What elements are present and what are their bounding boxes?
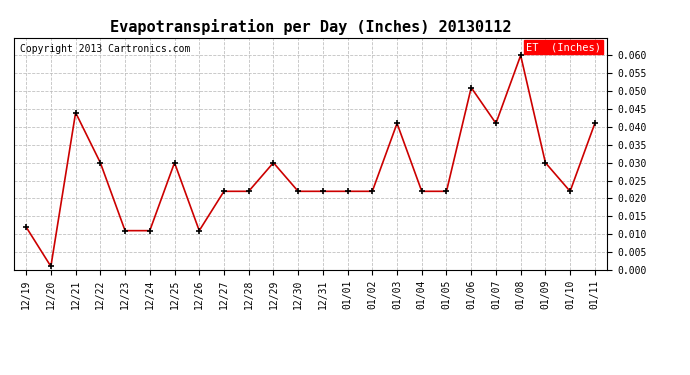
Text: Copyright 2013 Cartronics.com: Copyright 2013 Cartronics.com [20,45,190,54]
Title: Evapotranspiration per Day (Inches) 20130112: Evapotranspiration per Day (Inches) 2013… [110,19,511,35]
Text: ET  (Inches): ET (Inches) [526,42,601,52]
